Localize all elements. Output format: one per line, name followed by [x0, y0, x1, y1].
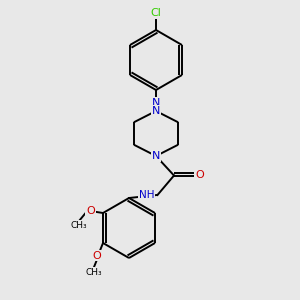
Text: N: N — [152, 98, 160, 108]
Text: CH₃: CH₃ — [70, 221, 87, 230]
Text: O: O — [196, 170, 205, 181]
Text: Cl: Cl — [151, 8, 161, 19]
Text: NH: NH — [139, 190, 154, 200]
Text: CH₃: CH₃ — [86, 268, 102, 277]
Text: O: O — [86, 206, 95, 217]
Text: O: O — [93, 250, 101, 261]
Text: N: N — [152, 106, 160, 116]
Text: N: N — [152, 151, 160, 161]
